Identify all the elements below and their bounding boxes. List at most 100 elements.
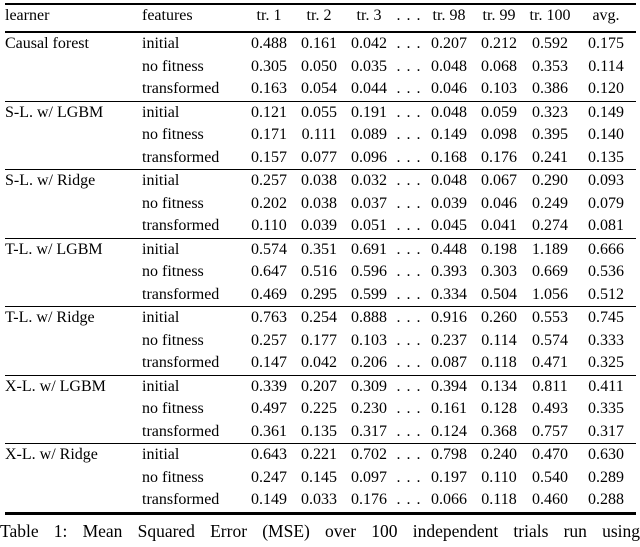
trial-value-cell: 0.121 [251, 103, 287, 121]
avg-value-cell: 0.135 [588, 148, 624, 166]
trial-value-cell: 0.111 [301, 126, 337, 143]
avg-value-cell: 0.288 [588, 491, 624, 508]
header-learner: learner [5, 7, 50, 24]
table-row: transformed 0.149 0.033 0.176 . . . 0.066 0.11… [5, 489, 636, 513]
learner-group: Causal forest initial 0.488 0.161 0.042 . . .… [5, 32, 636, 101]
trial-value-cell: 0.197 [431, 468, 467, 486]
trial-value-cell: 0.599 [351, 285, 387, 303]
trial-value-cell: 0.237 [431, 331, 467, 349]
table-row: transformed 0.163 0.054 0.044 . . . 0.046 0.10… [5, 78, 636, 101]
ellipsis-cell: . . . [396, 422, 422, 440]
avg-value-cell: 0.114 [588, 57, 624, 75]
learner-cell: T-L. w/ Ridge [5, 309, 95, 326]
ellipsis-cell: . . . [396, 126, 422, 143]
trial-value-cell: 0.303 [481, 263, 517, 280]
ellipsis-cell: . . . [396, 331, 422, 349]
header-tr-99: tr. 99 [482, 7, 516, 24]
header-row: learner features tr. 1 tr. 2 tr. 3 . . . tr. 9… [5, 4, 636, 32]
trial-value-cell: 0.161 [301, 35, 337, 52]
trial-value-cell: 0.066 [431, 491, 467, 508]
table-row: transformed 0.361 0.135 0.317 . . . 0.124 0.36… [5, 421, 636, 444]
ellipsis-cell: . . . [396, 194, 422, 212]
trial-value-cell: 0.763 [251, 309, 287, 326]
learner-group: X-L. w/ Ridge initial 0.643 0.221 0.702 . . .… [5, 443, 636, 514]
trial-value-cell: 0.647 [251, 263, 287, 280]
avg-value-cell: 0.335 [588, 400, 624, 417]
trial-value-cell: 0.042 [301, 354, 337, 371]
trial-value-cell: 0.249 [532, 194, 568, 212]
trial-value-cell: 0.257 [251, 331, 287, 349]
table-row: no fitness 0.257 0.177 0.103 . . . 0.237 0.114… [5, 330, 636, 353]
learner-cell: X-L. w/ LGBM [5, 377, 106, 395]
trial-value-cell: 0.038 [301, 194, 337, 212]
table-row: no fitness 0.171 0.111 0.089 . . . 0.149 0.098… [5, 124, 636, 147]
trial-value-cell: 0.540 [532, 468, 568, 486]
trial-value-cell: 0.198 [481, 240, 517, 258]
features-cell: no fitness [142, 400, 204, 417]
trial-value-cell: 0.470 [532, 446, 568, 463]
trial-value-cell: 0.574 [251, 240, 287, 258]
features-cell: transformed [142, 217, 220, 234]
trial-value-cell: 0.149 [251, 491, 287, 508]
table-row: no fitness 0.247 0.145 0.097 . . . 0.197 0.110… [5, 467, 636, 490]
header-features: features [142, 7, 193, 24]
ellipsis-cell: . . . [396, 309, 422, 326]
table-row: Causal forest initial 0.488 0.161 0.042 . . .… [5, 32, 636, 56]
header-tr-98: tr. 98 [432, 7, 466, 24]
trial-value-cell: 0.888 [351, 309, 387, 326]
avg-value-cell: 0.081 [588, 217, 624, 234]
table-row: S-L. w/ Ridge initial 0.257 0.038 0.032 . . .… [5, 170, 636, 193]
trial-value-cell: 0.394 [431, 377, 467, 395]
table-row: no fitness 0.305 0.050 0.035 . . . 0.048 0.068… [5, 56, 636, 79]
paper-page: learner features tr. 1 tr. 2 tr. 3 . . . tr. 9… [0, 3, 640, 547]
ellipsis-cell: . . . [396, 400, 422, 417]
learner-group: T-L. w/ LGBM initial 0.574 0.351 0.691 . . . 0… [5, 238, 636, 307]
trial-value-cell: 0.039 [431, 194, 467, 212]
trial-value-cell: 0.048 [431, 57, 467, 75]
trial-value-cell: 0.225 [301, 400, 337, 417]
trial-value-cell: 0.368 [481, 422, 517, 440]
trial-value-cell: 0.039 [301, 217, 337, 234]
trial-value-cell: 0.041 [481, 217, 517, 234]
table-row: no fitness 0.647 0.516 0.596 . . . 0.393 0.303… [5, 261, 636, 284]
trial-value-cell: 0.135 [301, 422, 337, 440]
trial-value-cell: 0.309 [351, 377, 387, 395]
learner-cell: X-L. w/ Ridge [5, 446, 98, 463]
header-tr-1: tr. 1 [256, 7, 282, 24]
table-row: S-L. w/ LGBM initial 0.121 0.055 0.191 . . . 0… [5, 101, 636, 124]
avg-value-cell: 0.536 [588, 263, 624, 280]
trial-value-cell: 0.118 [481, 354, 517, 371]
trial-value-cell: 0.045 [431, 217, 467, 234]
learner-group: S-L. w/ LGBM initial 0.121 0.055 0.191 . . . 0… [5, 101, 636, 170]
avg-value-cell: 0.175 [588, 35, 624, 52]
trial-value-cell: 0.050 [301, 57, 337, 75]
features-cell: transformed [142, 148, 220, 166]
avg-value-cell: 0.317 [588, 422, 624, 440]
trial-value-cell: 0.351 [301, 240, 337, 258]
trial-value-cell: 0.059 [481, 103, 517, 121]
trial-value-cell: 0.240 [481, 446, 517, 463]
features-cell: no fitness [142, 57, 204, 75]
ellipsis-cell: . . . [396, 263, 422, 280]
trial-value-cell: 0.206 [351, 354, 387, 371]
trial-value-cell: 0.044 [351, 80, 387, 97]
table-row: T-L. w/ Ridge initial 0.763 0.254 0.888 . . .… [5, 307, 636, 330]
trial-value-cell: 0.334 [431, 285, 467, 303]
trial-value-cell: 0.393 [431, 263, 467, 280]
ellipsis-cell: . . . [396, 446, 422, 463]
trial-value-cell: 0.096 [351, 148, 387, 166]
avg-value-cell: 0.411 [588, 377, 624, 395]
trial-value-cell: 0.691 [351, 240, 387, 258]
trial-value-cell: 0.207 [431, 35, 467, 52]
trial-value-cell: 0.247 [251, 468, 287, 486]
trial-value-cell: 0.033 [301, 491, 337, 508]
features-cell: initial [142, 35, 180, 52]
trial-value-cell: 0.048 [431, 172, 467, 189]
learner-cell: T-L. w/ LGBM [5, 240, 103, 258]
trial-value-cell: 0.702 [351, 446, 387, 463]
trial-value-cell: 0.114 [481, 331, 517, 349]
avg-value-cell: 0.333 [588, 331, 624, 349]
avg-value-cell: 0.630 [588, 446, 624, 463]
header-ellipsis: . . . [396, 7, 422, 24]
trial-value-cell: 0.471 [532, 354, 568, 371]
